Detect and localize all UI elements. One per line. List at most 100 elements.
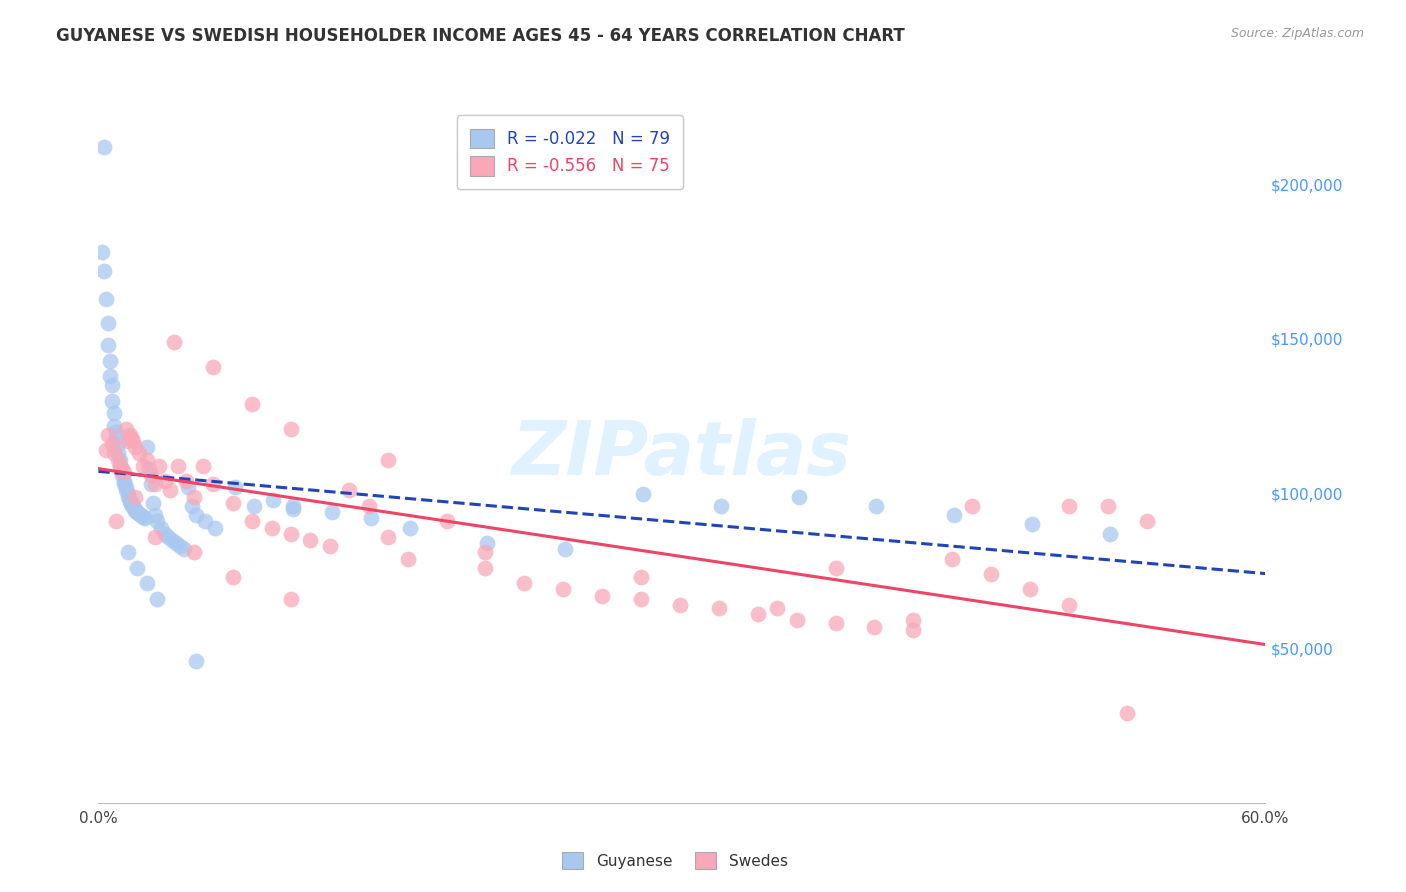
Point xyxy=(240,397,263,411)
Point xyxy=(1021,517,1043,532)
Point xyxy=(127,561,149,575)
Point xyxy=(554,542,576,557)
Point xyxy=(138,462,160,476)
Point xyxy=(139,468,162,483)
Point xyxy=(630,591,652,606)
Point xyxy=(224,480,246,494)
Point xyxy=(262,492,284,507)
Point xyxy=(136,440,159,454)
Point xyxy=(122,434,145,448)
Point xyxy=(710,499,733,513)
Point xyxy=(943,508,966,523)
Point xyxy=(174,474,197,488)
Point xyxy=(103,418,125,433)
Point xyxy=(146,515,169,529)
Point xyxy=(960,499,983,513)
Point xyxy=(108,458,131,473)
Point xyxy=(98,369,121,384)
Point xyxy=(107,452,129,467)
Point xyxy=(281,502,304,516)
Legend: Guyanese, Swedes: Guyanese, Swedes xyxy=(555,846,794,875)
Point xyxy=(93,140,115,154)
Point xyxy=(360,511,382,525)
Point xyxy=(173,542,195,557)
Point xyxy=(146,591,169,606)
Point xyxy=(132,509,155,524)
Point xyxy=(104,425,127,439)
Point xyxy=(1057,499,1080,513)
Point xyxy=(136,576,159,591)
Point xyxy=(165,536,187,550)
Point xyxy=(148,458,170,473)
Point xyxy=(202,477,225,491)
Point xyxy=(1019,582,1042,597)
Point xyxy=(243,499,266,513)
Point xyxy=(107,437,129,451)
Point xyxy=(97,338,120,352)
Point xyxy=(118,427,141,442)
Point xyxy=(474,545,496,559)
Point xyxy=(129,508,152,523)
Point xyxy=(108,458,131,473)
Point xyxy=(204,520,226,534)
Point xyxy=(143,477,166,491)
Point xyxy=(747,607,769,622)
Point xyxy=(669,598,692,612)
Point xyxy=(1098,526,1121,541)
Point xyxy=(903,613,925,627)
Point xyxy=(1057,598,1080,612)
Point xyxy=(117,545,139,559)
Point xyxy=(630,570,652,584)
Point xyxy=(377,530,399,544)
Point xyxy=(124,490,146,504)
Point xyxy=(184,654,207,668)
Point xyxy=(436,515,458,529)
Point xyxy=(107,446,129,460)
Point xyxy=(1097,499,1119,513)
Point xyxy=(96,443,118,458)
Point xyxy=(766,601,789,615)
Point xyxy=(357,499,380,513)
Point xyxy=(101,393,124,408)
Point xyxy=(91,245,114,260)
Point xyxy=(280,591,302,606)
Point xyxy=(122,499,145,513)
Point xyxy=(159,483,181,498)
Point xyxy=(149,520,172,534)
Point xyxy=(112,474,135,488)
Point xyxy=(117,490,139,504)
Point xyxy=(121,496,143,510)
Point xyxy=(980,566,1002,581)
Text: GUYANESE VS SWEDISH HOUSEHOLDER INCOME AGES 45 - 64 YEARS CORRELATION CHART: GUYANESE VS SWEDISH HOUSEHOLDER INCOME A… xyxy=(56,27,905,45)
Point xyxy=(121,497,143,511)
Point xyxy=(631,486,654,500)
Point xyxy=(183,545,205,559)
Point xyxy=(114,480,136,494)
Point xyxy=(474,561,496,575)
Point xyxy=(180,499,202,513)
Point xyxy=(127,505,149,519)
Point xyxy=(1136,515,1159,529)
Text: ZIPatlas: ZIPatlas xyxy=(512,418,852,491)
Point xyxy=(142,496,165,510)
Point xyxy=(477,536,499,550)
Point xyxy=(124,502,146,516)
Point xyxy=(153,526,176,541)
Point xyxy=(194,515,217,529)
Point xyxy=(260,520,283,534)
Point xyxy=(169,539,191,553)
Point xyxy=(97,427,120,442)
Point xyxy=(299,533,322,547)
Point xyxy=(202,359,225,374)
Point xyxy=(136,452,159,467)
Point xyxy=(139,477,162,491)
Point xyxy=(398,520,420,534)
Point xyxy=(122,500,145,515)
Point xyxy=(707,601,730,615)
Point xyxy=(128,507,150,521)
Point xyxy=(591,589,613,603)
Point xyxy=(104,431,127,445)
Point xyxy=(108,452,131,467)
Point xyxy=(143,530,166,544)
Point xyxy=(865,499,887,513)
